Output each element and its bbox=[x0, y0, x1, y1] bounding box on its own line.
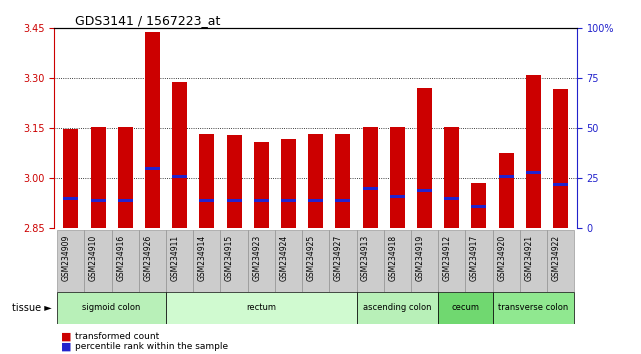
Bar bbox=[472, 205, 487, 208]
Bar bbox=[553, 183, 568, 186]
Bar bbox=[390, 195, 405, 198]
Text: cecum: cecum bbox=[451, 303, 479, 313]
Text: GSM234916: GSM234916 bbox=[116, 235, 125, 281]
Bar bbox=[166, 230, 193, 292]
Bar bbox=[499, 153, 513, 228]
Text: GSM234915: GSM234915 bbox=[225, 235, 234, 281]
Text: percentile rank within the sample: percentile rank within the sample bbox=[75, 342, 228, 351]
Bar bbox=[281, 199, 296, 202]
Bar bbox=[465, 230, 492, 292]
Bar bbox=[499, 175, 513, 178]
Bar bbox=[553, 89, 568, 228]
Bar bbox=[356, 292, 438, 324]
Text: GSM234925: GSM234925 bbox=[306, 235, 315, 281]
Bar bbox=[417, 189, 432, 192]
Text: GSM234922: GSM234922 bbox=[551, 235, 561, 281]
Text: ■: ■ bbox=[61, 341, 71, 351]
Bar bbox=[57, 230, 85, 292]
Text: GSM234921: GSM234921 bbox=[524, 235, 533, 281]
Bar bbox=[145, 32, 160, 228]
Text: GSM234927: GSM234927 bbox=[334, 235, 343, 281]
Bar bbox=[335, 134, 351, 228]
Bar bbox=[411, 230, 438, 292]
Text: GSM234926: GSM234926 bbox=[144, 235, 153, 281]
Bar bbox=[444, 127, 459, 228]
Bar bbox=[547, 230, 574, 292]
Bar bbox=[329, 230, 356, 292]
Text: tissue ►: tissue ► bbox=[12, 303, 51, 313]
Text: GSM234914: GSM234914 bbox=[198, 235, 207, 281]
Text: ■: ■ bbox=[61, 331, 71, 341]
Bar bbox=[193, 230, 221, 292]
Bar bbox=[302, 230, 329, 292]
Bar bbox=[363, 127, 378, 228]
Text: GSM234923: GSM234923 bbox=[253, 235, 262, 281]
Bar bbox=[281, 139, 296, 228]
Bar bbox=[526, 171, 541, 174]
Bar bbox=[363, 187, 378, 190]
Bar bbox=[335, 199, 351, 202]
Bar bbox=[526, 75, 541, 228]
Bar bbox=[438, 292, 492, 324]
Bar bbox=[85, 230, 112, 292]
Text: sigmoid colon: sigmoid colon bbox=[83, 303, 141, 313]
Bar bbox=[226, 199, 242, 202]
Bar bbox=[444, 197, 459, 200]
Bar bbox=[384, 230, 411, 292]
Bar bbox=[118, 199, 133, 202]
Text: GSM234911: GSM234911 bbox=[171, 235, 179, 281]
Text: ascending colon: ascending colon bbox=[363, 303, 431, 313]
Text: transverse colon: transverse colon bbox=[498, 303, 569, 313]
Bar bbox=[390, 127, 405, 228]
Bar bbox=[275, 230, 302, 292]
Bar bbox=[221, 230, 247, 292]
Bar bbox=[63, 197, 78, 200]
Bar bbox=[172, 82, 187, 228]
Bar bbox=[226, 135, 242, 228]
Bar bbox=[438, 230, 465, 292]
Bar bbox=[520, 230, 547, 292]
Bar bbox=[145, 167, 160, 170]
Text: GDS3141 / 1567223_at: GDS3141 / 1567223_at bbox=[76, 14, 221, 27]
Bar bbox=[308, 199, 323, 202]
Text: GSM234912: GSM234912 bbox=[443, 235, 452, 281]
Bar bbox=[247, 230, 275, 292]
Bar bbox=[118, 127, 133, 228]
Bar bbox=[356, 230, 384, 292]
Text: GSM234919: GSM234919 bbox=[415, 235, 424, 281]
Bar bbox=[492, 292, 574, 324]
Bar bbox=[199, 199, 214, 202]
Bar bbox=[112, 230, 139, 292]
Text: GSM234920: GSM234920 bbox=[497, 235, 506, 281]
Text: GSM234913: GSM234913 bbox=[361, 235, 370, 281]
Bar bbox=[172, 175, 187, 178]
Bar bbox=[254, 142, 269, 228]
Text: GSM234910: GSM234910 bbox=[89, 235, 98, 281]
Text: GSM234917: GSM234917 bbox=[470, 235, 479, 281]
Bar bbox=[308, 134, 323, 228]
Bar bbox=[166, 292, 356, 324]
Bar bbox=[57, 292, 166, 324]
Bar bbox=[417, 88, 432, 228]
Text: GSM234924: GSM234924 bbox=[279, 235, 288, 281]
Text: rectum: rectum bbox=[246, 303, 276, 313]
Text: GSM234918: GSM234918 bbox=[388, 235, 397, 281]
Bar bbox=[63, 129, 78, 228]
Bar bbox=[90, 199, 106, 202]
Bar bbox=[492, 230, 520, 292]
Bar bbox=[254, 199, 269, 202]
Bar bbox=[472, 183, 487, 228]
Text: transformed count: transformed count bbox=[75, 332, 159, 341]
Bar bbox=[199, 134, 214, 228]
Text: GSM234909: GSM234909 bbox=[62, 235, 71, 281]
Bar bbox=[90, 127, 106, 228]
Bar bbox=[139, 230, 166, 292]
